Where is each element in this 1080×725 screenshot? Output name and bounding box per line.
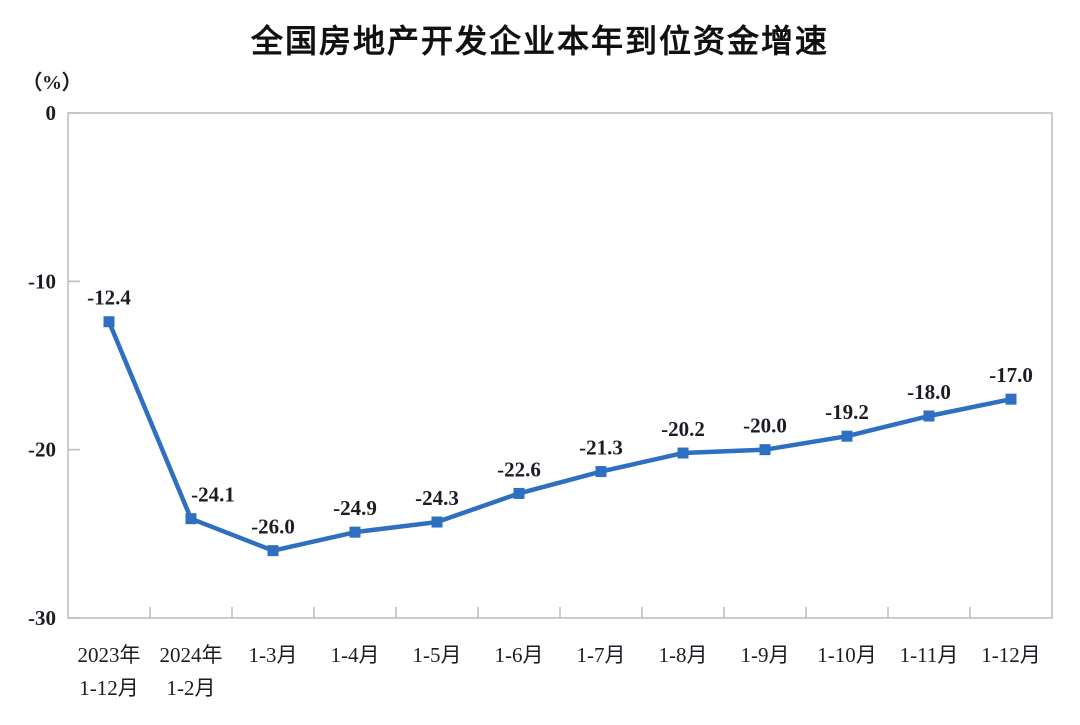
x-axis-category-label: 1-6月 (495, 643, 544, 667)
y-axis-tick-label: 0 (46, 101, 57, 125)
x-axis-category-label: 1-12月 (981, 643, 1041, 667)
x-axis-category-label: 1-9月 (741, 643, 790, 667)
y-axis-tick-label: -10 (28, 269, 56, 293)
data-point-label: -17.0 (989, 363, 1033, 387)
data-point-marker (185, 513, 197, 525)
x-axis-category-label: 1-10月 (817, 643, 877, 667)
data-point-marker (267, 545, 279, 557)
data-point-label: -24.1 (191, 483, 235, 507)
data-point-marker (677, 447, 689, 459)
data-point-marker (841, 430, 853, 442)
data-point-label: -24.3 (415, 486, 459, 510)
x-axis-category-label: 1-4月 (331, 643, 380, 667)
y-axis-tick-label: -30 (28, 606, 56, 630)
x-axis-category-label: 1-7月 (577, 643, 626, 667)
data-point-marker (1005, 393, 1017, 405)
data-point-marker (513, 487, 525, 499)
x-axis-category-label: 2024年 (160, 643, 223, 667)
data-point-label: -21.3 (579, 436, 623, 460)
data-point-label: -22.6 (497, 457, 541, 481)
data-point-marker (349, 526, 361, 538)
data-point-label: -19.2 (825, 400, 869, 424)
y-axis-tick-label: -20 (28, 438, 56, 462)
data-point-label: -20.0 (743, 414, 787, 438)
x-axis-category-label: 1-2月 (167, 676, 216, 700)
data-point-label: -12.4 (87, 286, 131, 310)
x-axis-category-label: 1-5月 (413, 643, 462, 667)
data-point-label: -24.9 (333, 496, 377, 520)
chart-title: 全国房地产开发企业本年到位资金增速 (250, 23, 829, 59)
x-axis-category-label: 1-12月 (79, 676, 139, 700)
series-line (106, 319, 1014, 553)
data-point-label: -20.2 (661, 417, 705, 441)
data-point-marker (923, 410, 935, 422)
x-axis-category-label: 1-3月 (249, 643, 298, 667)
data-point-label: -26.0 (251, 515, 295, 539)
x-axis-category-label: 1-8月 (659, 643, 708, 667)
data-point-marker (103, 316, 115, 328)
x-axis-category-label: 2023年 (78, 643, 141, 667)
data-point-marker (595, 466, 607, 478)
y-axis-unit-label: （%） (22, 72, 82, 94)
data-point-marker (759, 444, 771, 456)
data-point-label: -18.0 (907, 380, 951, 404)
x-axis-category-label: 1-11月 (900, 643, 959, 667)
plot-border (67, 112, 1053, 619)
data-point-marker (431, 516, 443, 528)
